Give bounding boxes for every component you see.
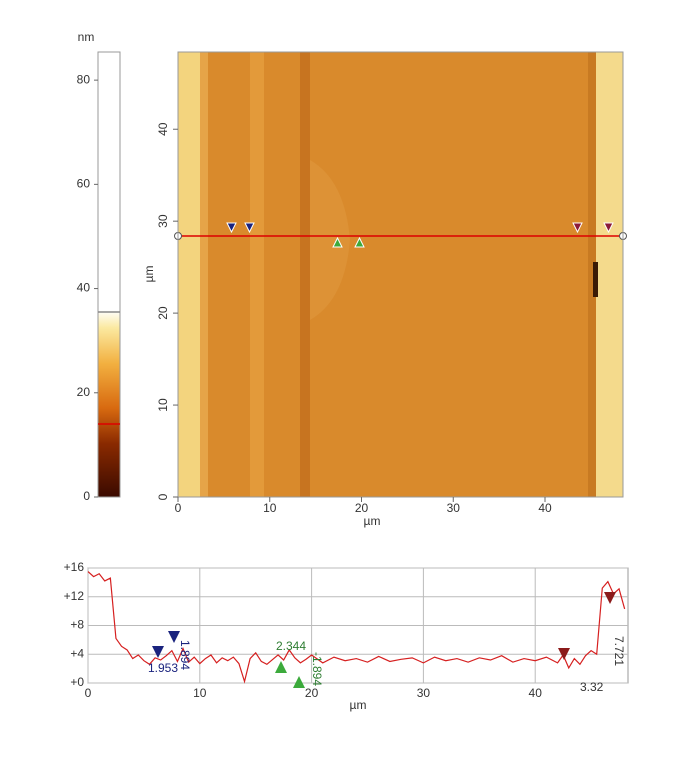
y-tick-label: +12 [64, 589, 85, 603]
cursor-marker [152, 646, 164, 658]
image-y-tick-label: 10 [156, 398, 170, 412]
image-y-tick-label: 20 [156, 306, 170, 320]
cursor-marker [293, 676, 305, 688]
y-tick-label: +16 [64, 560, 85, 574]
colorbar-tick-label: 60 [77, 177, 91, 191]
cursor-marker [604, 592, 616, 604]
annotation: -1.894 [310, 652, 324, 686]
annotation: 3.32 [580, 680, 604, 694]
y-tick-label: +0 [70, 675, 84, 689]
image-y-label: µm [142, 266, 156, 283]
x-tick-label: 0 [85, 686, 92, 700]
image-x-label: µm [364, 514, 381, 528]
colorbar [97, 51, 121, 498]
image-y-tick-label: 40 [156, 122, 170, 136]
annotation: 1.953 [148, 661, 178, 675]
image-y-tick-label: 0 [156, 493, 170, 500]
image-y-tick-label: 30 [156, 214, 170, 228]
x-tick-label: 20 [305, 686, 319, 700]
colorbar-tick-label: 20 [77, 385, 91, 399]
image-x-tick-label: 20 [355, 501, 369, 515]
colorbar-unit: nm [78, 30, 95, 44]
y-tick-label: +4 [70, 646, 84, 660]
profile-x-label: µm [350, 698, 367, 712]
afm-image [174, 52, 627, 497]
colorbar-tick-label: 40 [77, 281, 91, 295]
cursor-marker [558, 648, 570, 660]
colorbar-tick-label: 80 [77, 72, 91, 86]
annotation: 1.894 [178, 640, 192, 670]
image-x-tick-label: 40 [538, 501, 552, 515]
y-tick-label: +8 [70, 618, 84, 632]
colorbar-tick-label: 0 [83, 489, 90, 503]
image-x-tick-label: 10 [263, 501, 277, 515]
x-tick-label: 30 [417, 686, 431, 700]
image-x-tick-label: 0 [175, 501, 182, 515]
annotation: 7.721 [612, 636, 626, 666]
cursor-marker [275, 661, 287, 673]
image-x-tick-label: 30 [447, 501, 461, 515]
profile-line [87, 571, 626, 684]
image-frame [177, 51, 624, 498]
x-tick-label: 40 [529, 686, 543, 700]
annotation: 2.344 [276, 639, 306, 653]
cursor-marker [168, 631, 180, 643]
x-tick-label: 10 [193, 686, 207, 700]
